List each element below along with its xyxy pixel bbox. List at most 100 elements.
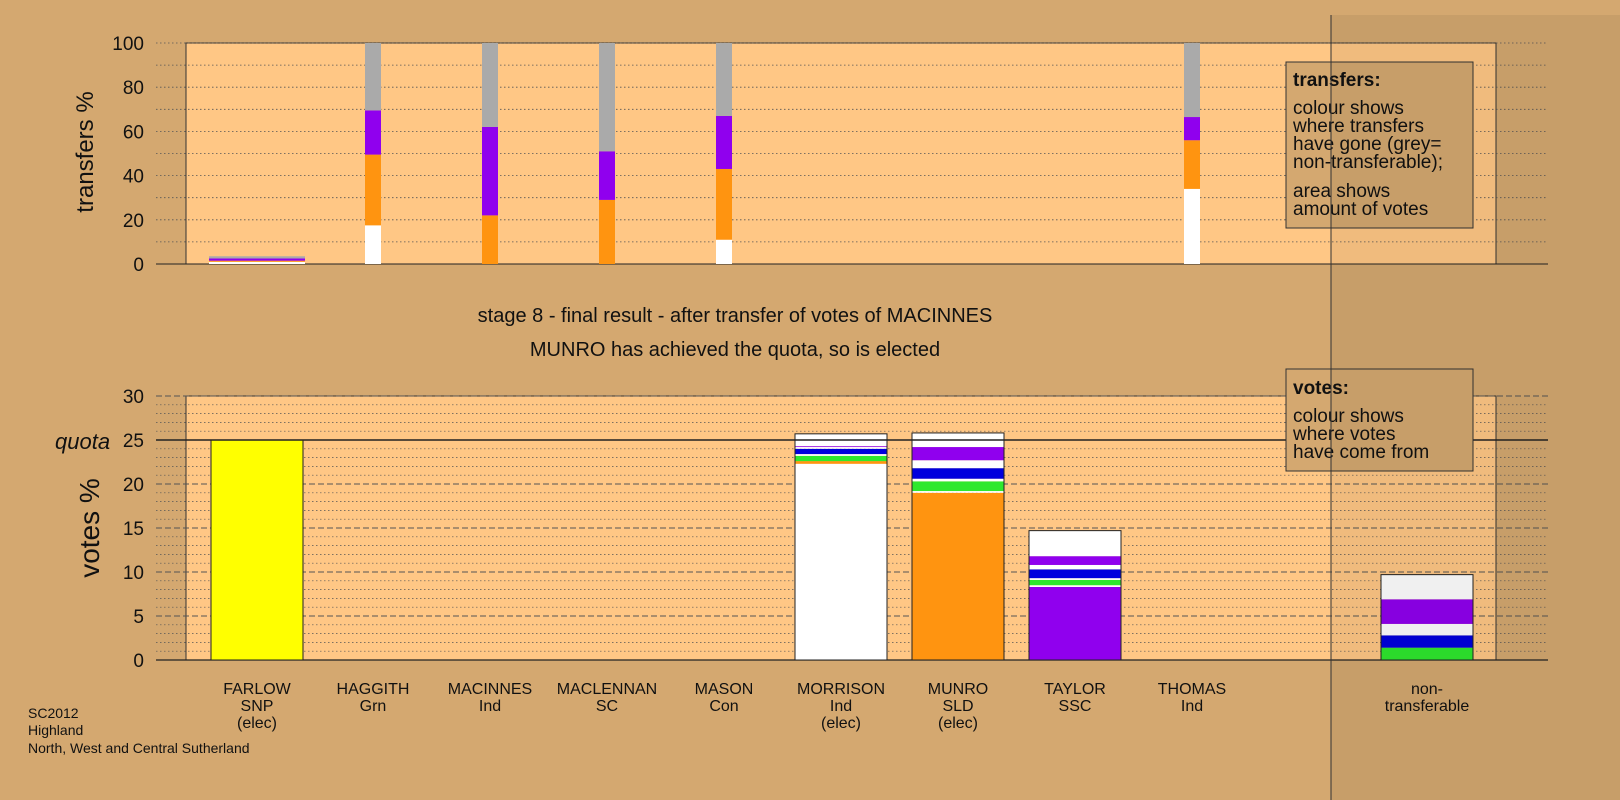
transfers-legend-line: area shows — [1293, 181, 1390, 202]
transfers-legend-line: where transfers — [1292, 116, 1424, 137]
vote-segment — [912, 447, 1004, 461]
vote-segment — [1029, 556, 1121, 565]
transfer-segment — [1184, 117, 1200, 141]
votes-bars — [210, 432, 1474, 661]
transfers-legend-box — [1285, 61, 1474, 229]
y-tick-label: 100 — [112, 34, 144, 55]
transfers-axis-title: transfers % — [72, 91, 99, 212]
transfer-segment — [482, 215, 498, 264]
transfers-bars — [209, 43, 1200, 264]
vote-segment — [1381, 647, 1473, 657]
candidate-label: MORRISON — [797, 681, 885, 698]
transfer-segment — [482, 43, 498, 127]
footer-council: Highland — [28, 722, 83, 738]
candidate-label: Con — [709, 698, 738, 715]
candidate-labels: FARLOWSNP(elec)HAGGITHGrnMACINNESIndMACL… — [223, 681, 1469, 732]
candidate-label: SSC — [1059, 698, 1092, 715]
transfer-segment — [482, 126, 498, 216]
votes-legend-line: where votes — [1292, 424, 1395, 445]
candidate-label: THOMAS — [1158, 681, 1226, 698]
transfer-segment — [599, 151, 615, 200]
candidate-label: SLD — [942, 698, 973, 715]
vote-bar-outline — [794, 433, 888, 661]
vote-segment — [795, 448, 887, 455]
vote-segment — [1381, 656, 1473, 660]
footer-ward: North, West and Central Sutherland — [28, 740, 250, 756]
candidate-label: SC — [596, 698, 618, 715]
transfer-segment — [716, 43, 732, 116]
transfers-legend: transfers: colour shows where transfers … — [1285, 61, 1474, 229]
vote-segment — [1381, 574, 1473, 600]
vote-segment — [1029, 578, 1121, 580]
candidate-label: Ind — [479, 698, 501, 715]
votes-legend: votes: colour shows where votes have com… — [1285, 368, 1474, 472]
candidate-label: Grn — [360, 698, 387, 715]
vote-segment — [795, 455, 887, 462]
y-tick-label: 80 — [123, 78, 144, 99]
vote-segment — [1029, 569, 1121, 579]
transfers-legend-line: have gone (grey= — [1293, 134, 1441, 155]
stage-caption: stage 8 - final result - after transfer … — [478, 305, 993, 327]
candidate-label: (elec) — [938, 715, 978, 732]
vote-segment — [1029, 564, 1121, 570]
votes-legend-line: have come from — [1293, 442, 1429, 463]
result-caption: MUNRO has achieved the quota, so is elec… — [530, 339, 940, 361]
transfer-segment — [1184, 43, 1200, 118]
vote-segment — [912, 492, 1004, 660]
non-transferable-shade — [1331, 15, 1620, 800]
vote-segment — [1029, 585, 1121, 587]
votes-y-ticks: 0 5 10 15 20 25 30 — [123, 387, 144, 672]
y-tick-label: 10 — [123, 563, 144, 584]
vote-segment — [912, 491, 1004, 493]
transfer-segment — [716, 168, 732, 240]
transfers-legend-line: non-transferable); — [1293, 152, 1443, 173]
vote-bar-outline — [911, 432, 1005, 661]
vote-segment — [912, 481, 1004, 492]
vote-segment — [795, 446, 887, 448]
transfers-legend-line: colour shows — [1293, 98, 1404, 119]
transfer-segment — [1184, 140, 1200, 189]
candidate-label: TAYLOR — [1044, 681, 1106, 698]
vote-segment — [795, 454, 887, 456]
candidate-label: (elec) — [237, 715, 277, 732]
y-tick-label: 20 — [123, 211, 144, 232]
y-tick-label: 60 — [123, 122, 144, 143]
transfers-legend-line: amount of votes — [1293, 199, 1428, 220]
vote-segment — [1029, 586, 1121, 660]
quota-label: quota — [55, 429, 110, 454]
vote-segment — [912, 478, 1004, 482]
y-tick-label: 5 — [133, 607, 144, 628]
transfers-panel: 0 20 40 60 80 100 transfers % — [72, 34, 1548, 276]
transfer-segment — [599, 199, 615, 264]
transfer-segment — [716, 239, 732, 264]
y-tick-label: 0 — [133, 651, 144, 672]
transfers-legend-title: transfers: — [1293, 70, 1381, 91]
vote-segment — [912, 460, 1004, 469]
y-tick-label: 15 — [123, 519, 144, 540]
vote-segment — [1381, 623, 1473, 636]
transfers-y-ticks: 0 20 40 60 80 100 — [112, 34, 144, 276]
vote-segment — [912, 468, 1004, 479]
transfer-segment — [209, 256, 305, 259]
votes-legend-title: votes: — [1293, 378, 1349, 399]
transfer-segment — [209, 261, 305, 264]
y-tick-label: 25 — [123, 431, 144, 452]
transfer-segment — [599, 43, 615, 152]
candidate-label: SNP — [241, 698, 274, 715]
candidate-label: Ind — [830, 698, 852, 715]
transfer-segment — [1184, 188, 1200, 264]
candidate-label: MASON — [695, 681, 754, 698]
y-tick-label: 20 — [123, 475, 144, 496]
vote-segment — [211, 440, 303, 660]
vote-segment — [1029, 530, 1121, 557]
transfer-segment — [716, 115, 732, 169]
transfer-segment — [209, 258, 305, 261]
transfer-segment — [209, 260, 305, 262]
transfer-segment — [365, 43, 381, 111]
vote-bar-outline — [1380, 574, 1474, 661]
vote-segment — [795, 447, 887, 449]
candidate-label: MACINNES — [448, 681, 532, 698]
y-tick-label: 30 — [123, 387, 144, 408]
candidate-label: MACLENNAN — [557, 681, 657, 698]
